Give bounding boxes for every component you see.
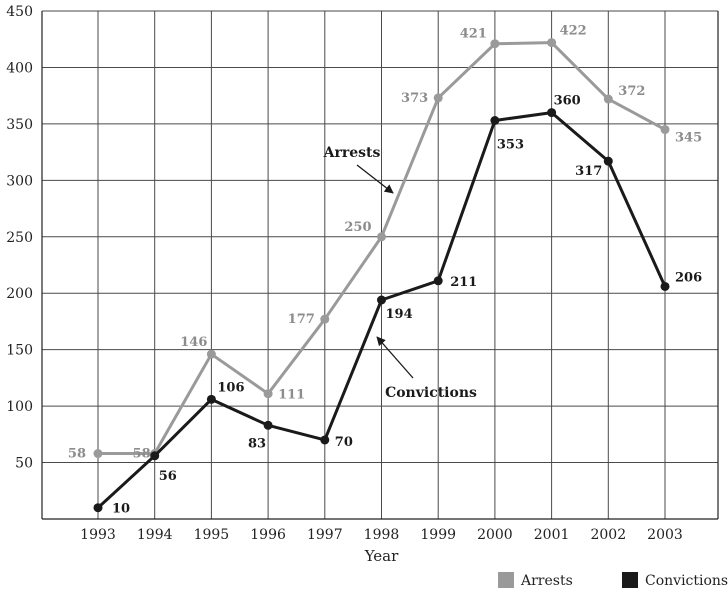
y-tick-labels: 50 100 150 200 250 300 350 400 450 bbox=[6, 4, 33, 472]
convictions-data-label: 83 bbox=[248, 436, 266, 451]
convictions-data-label: 106 bbox=[217, 380, 244, 395]
arrests-legend-swatch bbox=[498, 572, 514, 588]
arrests-data-label: 146 bbox=[180, 335, 207, 350]
convictions-data-label: 206 bbox=[675, 270, 702, 285]
y-tick-label: 50 bbox=[15, 456, 33, 472]
convictions-point bbox=[263, 420, 273, 430]
arrests-point bbox=[660, 125, 670, 135]
y-tick-label: 400 bbox=[6, 60, 33, 76]
convictions-annotation: Convictions bbox=[385, 385, 477, 401]
arrests-point bbox=[490, 39, 500, 49]
convictions-data-label: 10 bbox=[112, 502, 130, 517]
y-tick-label: 450 bbox=[6, 4, 33, 20]
arrests-point bbox=[547, 38, 557, 48]
convictions-point bbox=[150, 451, 160, 461]
x-tick-label: 2000 bbox=[477, 527, 513, 543]
x-tick-label: 2003 bbox=[647, 527, 683, 543]
arrests-data-label: 421 bbox=[460, 27, 487, 42]
convictions-point bbox=[603, 156, 613, 166]
convictions-data-label: 360 bbox=[554, 94, 581, 109]
convictions-data-label: 317 bbox=[575, 164, 602, 179]
grid bbox=[41, 10, 719, 520]
x-tick-label: 1993 bbox=[80, 527, 116, 543]
convictions-point bbox=[377, 295, 386, 305]
legend: Arrests Convictions bbox=[498, 572, 728, 589]
x-tick-label: 1997 bbox=[307, 527, 343, 543]
convictions-data-label: 56 bbox=[159, 469, 177, 484]
series-group: 58 58 146 111 177 250 373 421 422 372 345 10 56 106 83… bbox=[68, 24, 702, 517]
convictions-data-label: 194 bbox=[386, 307, 413, 322]
arrests-data-label: 177 bbox=[288, 312, 315, 327]
y-tick-label: 350 bbox=[6, 117, 33, 133]
convictions-point bbox=[320, 435, 330, 445]
x-tick-label: 1998 bbox=[364, 527, 400, 543]
arrests-point bbox=[377, 232, 386, 242]
convictions-point bbox=[547, 108, 557, 118]
arrests-annotation: Arrests bbox=[323, 145, 381, 161]
arrests-point bbox=[603, 94, 613, 104]
x-axis-title: Year bbox=[364, 547, 399, 565]
x-tick-label: 2002 bbox=[590, 527, 626, 543]
convictions-data-label: 70 bbox=[335, 435, 353, 450]
convictions-legend-swatch bbox=[622, 572, 638, 588]
arrests-point bbox=[320, 314, 330, 324]
arrests-point bbox=[263, 389, 273, 399]
y-tick-label: 200 bbox=[6, 286, 33, 302]
arrests-arrow bbox=[356, 164, 394, 194]
y-tick-label: 250 bbox=[6, 230, 33, 246]
arrests-data-label: 372 bbox=[618, 84, 645, 99]
convictions-point bbox=[433, 276, 443, 286]
convictions-data-label: 211 bbox=[450, 275, 477, 290]
x-tick-label: 1999 bbox=[420, 527, 456, 543]
arrests-data-label: 250 bbox=[344, 220, 371, 235]
arrests-data-label: 345 bbox=[675, 131, 702, 146]
x-tick-label: 1996 bbox=[250, 527, 286, 543]
arrests-data-label: 422 bbox=[560, 24, 587, 39]
convictions-data-label: 353 bbox=[497, 138, 524, 153]
arrests-point bbox=[433, 93, 443, 103]
arrests-point bbox=[206, 349, 216, 359]
arrests-legend-label: Arrests bbox=[520, 573, 573, 589]
arrests-data-label: 58 bbox=[68, 447, 86, 462]
convictions-point bbox=[660, 281, 670, 291]
x-tick-label: 1995 bbox=[194, 527, 230, 543]
x-tick-label: 1994 bbox=[137, 527, 173, 543]
annotations: Arrests Convictions bbox=[323, 145, 477, 401]
y-tick-label: 100 bbox=[6, 399, 33, 415]
arrests-data-label: 111 bbox=[278, 388, 305, 403]
convictions-point bbox=[206, 394, 216, 404]
x-tick-labels: 1993 1994 1995 1996 1997 1998 1999 2000 2001 2002… bbox=[80, 527, 683, 543]
convictions-legend-label: Convictions bbox=[645, 573, 728, 589]
arrests-point bbox=[93, 449, 103, 459]
convictions-point bbox=[93, 503, 103, 513]
y-tick-label: 150 bbox=[6, 343, 33, 359]
convictions-arrow bbox=[376, 336, 414, 379]
arrests-data-label: 58 bbox=[133, 447, 151, 462]
x-tick-label: 2001 bbox=[534, 527, 570, 543]
y-tick-label: 300 bbox=[6, 173, 33, 189]
convictions-point bbox=[490, 116, 500, 126]
arrests-data-label: 373 bbox=[401, 91, 428, 106]
